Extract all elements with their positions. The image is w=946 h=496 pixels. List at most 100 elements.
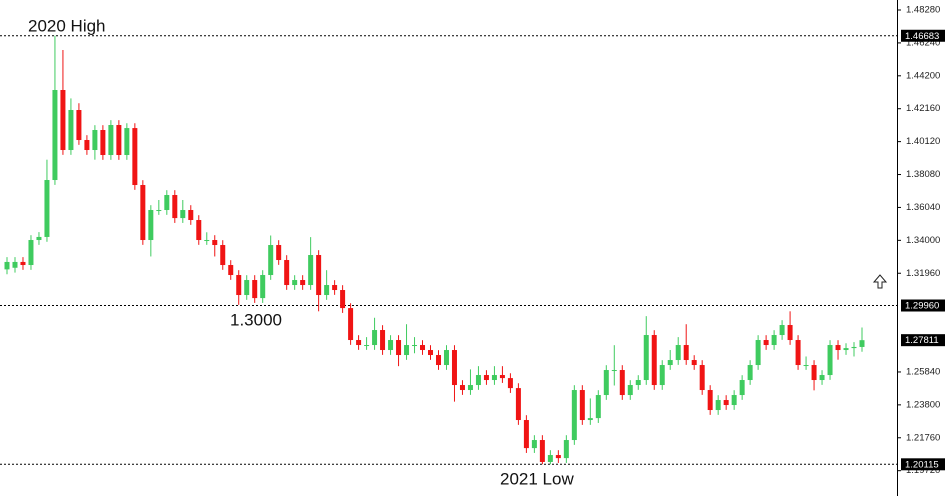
candle-body: [388, 340, 394, 351]
annotation-level: 1.3000: [230, 310, 282, 329]
y-tick-label: 1.38080: [906, 169, 940, 180]
candle-body: [396, 340, 402, 356]
candle-body: [579, 390, 585, 421]
candle-body: [627, 385, 633, 396]
last-price-box: [901, 334, 945, 347]
candle-body: [667, 360, 673, 366]
candle-body: [779, 325, 785, 336]
candle-body: [843, 348, 849, 351]
candle-body: [515, 388, 521, 421]
y-tick-label: 1.25840: [906, 366, 940, 377]
level-label: 1.20115: [905, 459, 939, 470]
candle-body: [739, 380, 745, 396]
candle-body: [428, 350, 434, 356]
candle-body: [324, 285, 330, 296]
candle-body: [236, 275, 242, 296]
y-tick-label: 1.40120: [906, 136, 940, 147]
candle-body: [36, 236, 42, 241]
candle-body: [587, 418, 593, 421]
candle-body: [571, 390, 577, 441]
candle-body: [555, 455, 561, 459]
candle-body: [308, 255, 314, 286]
candle-body: [420, 345, 426, 351]
candle-body: [220, 245, 226, 266]
y-tick-label: 1.46240: [906, 37, 940, 48]
candle-body: [156, 210, 162, 212]
candle-body: [659, 365, 665, 386]
candle-body: [851, 346, 857, 349]
candle-body: [619, 370, 625, 396]
candle-body: [835, 345, 841, 351]
candle-body: [603, 370, 609, 396]
candle-body: [228, 265, 234, 276]
candle-body: [20, 261, 26, 266]
candle-body: [260, 275, 266, 299]
candle-body: [499, 375, 505, 379]
level-box: [901, 29, 945, 42]
candle-body: [715, 400, 721, 411]
candle-body: [731, 395, 737, 406]
candle-body: [124, 128, 130, 156]
candle-body: [803, 365, 809, 367]
candle-body: [380, 330, 386, 351]
arrow-icon: [872, 274, 888, 289]
candle-body: [611, 370, 617, 372]
y-tick-label: 1.31960: [906, 268, 940, 279]
candle-body: [68, 110, 74, 151]
candle-body: [859, 340, 865, 347]
candle-body: [76, 110, 82, 141]
candle-body: [108, 125, 114, 156]
candle-body: [723, 400, 729, 406]
candle-body: [467, 385, 473, 391]
candle-body: [44, 180, 50, 237]
candle-body: [523, 420, 529, 449]
candle-body: [827, 345, 833, 376]
candle-body: [276, 245, 282, 261]
y-tick-label: 1.42160: [906, 103, 940, 114]
last-price-label: 1.27811: [905, 335, 939, 346]
candle-body: [348, 308, 354, 341]
candle-body: [795, 340, 801, 366]
candle-body: [52, 90, 58, 181]
y-tick-label: 1.36040: [906, 202, 940, 213]
candle-body: [332, 285, 338, 291]
candle-body: [747, 365, 753, 381]
candle-body: [443, 350, 449, 366]
candle-body: [60, 90, 66, 151]
candle-body: [819, 375, 825, 381]
candle-body: [172, 195, 178, 219]
candle-body: [451, 350, 457, 386]
candle-body: [268, 245, 274, 276]
candle-body: [12, 261, 18, 268]
candle-body: [707, 390, 713, 411]
y-tick-label: 1.34000: [906, 235, 940, 246]
candle-body: [459, 385, 465, 391]
candle-body: [699, 365, 705, 391]
candle-body: [483, 375, 489, 381]
candle-body: [148, 210, 154, 241]
level-box: [901, 299, 945, 312]
candle-body: [100, 130, 106, 156]
candle-body: [563, 440, 569, 459]
y-tick-label: 1.23800: [906, 399, 940, 410]
candle-body: [372, 330, 378, 346]
candle-body: [683, 345, 689, 361]
candle-body: [404, 345, 410, 356]
candle-body: [164, 195, 170, 211]
level-box: [901, 458, 945, 471]
candle-body: [212, 240, 218, 246]
candle-body: [140, 185, 146, 241]
candle-body: [116, 125, 122, 156]
y-tick-label: 1.44200: [906, 70, 940, 81]
candle-body: [539, 440, 545, 462]
candle-body: [84, 140, 90, 151]
candle-body: [356, 340, 362, 346]
candle-body: [180, 210, 186, 219]
candle-body: [675, 345, 681, 361]
level-label: 1.46683: [905, 31, 939, 42]
candle-body: [204, 240, 210, 242]
candle-body: [244, 280, 250, 296]
candle-body: [284, 260, 290, 286]
candle-body: [595, 395, 601, 419]
